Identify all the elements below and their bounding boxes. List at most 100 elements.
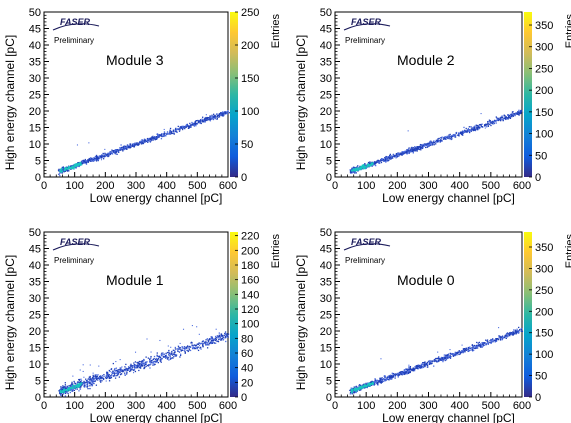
data-point <box>160 138 163 140</box>
dense-point <box>59 389 62 392</box>
data-point <box>349 393 351 395</box>
z-axis-label: Entries <box>564 14 571 49</box>
data-point <box>509 113 512 116</box>
data-point <box>148 139 150 141</box>
data-point <box>491 121 493 123</box>
data-point <box>444 138 446 140</box>
data-point <box>489 340 491 342</box>
data-point <box>60 387 62 390</box>
data-point <box>193 125 195 127</box>
dense-point <box>74 387 77 389</box>
data-point <box>501 116 503 118</box>
data-point <box>154 360 156 363</box>
data-point <box>90 380 92 382</box>
data-point <box>106 374 108 376</box>
dense-point <box>62 390 65 393</box>
data-point <box>401 154 403 156</box>
data-point <box>147 357 149 359</box>
data-point <box>494 341 496 343</box>
data-point <box>94 374 96 376</box>
data-point <box>479 127 481 129</box>
data-point <box>462 348 465 350</box>
data-point <box>485 339 487 341</box>
data-point <box>477 344 480 347</box>
data-point <box>201 119 204 121</box>
data-point <box>473 347 475 349</box>
data-point <box>474 126 476 128</box>
data-point <box>215 338 217 341</box>
outlier-point <box>162 352 164 354</box>
data-point <box>433 360 435 362</box>
data-point <box>162 354 164 356</box>
data-point <box>369 161 371 163</box>
data-point <box>461 133 463 136</box>
data-point <box>122 146 125 148</box>
data-point <box>392 157 394 159</box>
data-point <box>138 365 140 368</box>
data-point <box>396 374 399 376</box>
data-point <box>120 149 122 151</box>
data-point <box>186 125 188 127</box>
data-point <box>477 127 479 129</box>
data-point <box>120 369 122 371</box>
data-point <box>410 368 412 371</box>
data-point <box>181 345 183 348</box>
data-point <box>209 341 212 344</box>
data-point <box>155 135 158 138</box>
dense-point <box>66 167 68 170</box>
data-point <box>456 134 459 136</box>
data-point <box>95 374 98 376</box>
data-point <box>80 386 82 388</box>
data-point <box>373 164 375 166</box>
data-point <box>210 118 212 120</box>
data-point <box>109 151 111 153</box>
data-point <box>102 158 105 160</box>
data-point <box>408 152 410 154</box>
data-point <box>129 367 131 370</box>
data-point <box>438 139 441 142</box>
data-point <box>91 384 93 387</box>
outlier-point <box>104 148 106 150</box>
data-point <box>167 358 169 360</box>
data-point <box>426 143 429 145</box>
data-point <box>137 363 139 365</box>
dense-point <box>73 166 76 168</box>
data-point <box>518 329 521 332</box>
x-tick-label: 0 <box>41 180 47 192</box>
dense-point <box>70 167 73 169</box>
data-point <box>90 382 92 385</box>
data-point <box>133 362 135 364</box>
dense-point <box>59 170 61 173</box>
data-point <box>211 115 214 118</box>
data-point <box>486 123 488 126</box>
data-point <box>425 144 427 147</box>
data-point <box>174 348 177 350</box>
data-point <box>119 149 121 152</box>
data-point <box>427 363 429 365</box>
data-point <box>87 381 89 383</box>
y-tick-label: 50 <box>320 7 332 19</box>
data-point <box>512 111 514 113</box>
data-point <box>212 341 214 343</box>
data-point <box>428 145 430 147</box>
data-point <box>386 378 388 380</box>
dense-point <box>361 164 364 167</box>
data-point <box>373 161 376 163</box>
data-point <box>381 381 383 383</box>
dense-point <box>360 385 363 388</box>
data-point <box>119 367 121 369</box>
data-point <box>125 148 127 150</box>
data-point <box>122 370 125 372</box>
data-point <box>409 365 412 368</box>
y-tick-label: 50 <box>29 227 41 239</box>
data-point <box>389 154 391 157</box>
data-point <box>218 334 221 337</box>
data-point <box>388 159 390 161</box>
data-point <box>507 332 509 335</box>
data-point <box>150 137 152 139</box>
data-point <box>508 114 510 117</box>
data-point <box>456 351 458 354</box>
data-point <box>490 122 492 124</box>
data-point <box>85 161 88 163</box>
data-point <box>141 362 143 365</box>
